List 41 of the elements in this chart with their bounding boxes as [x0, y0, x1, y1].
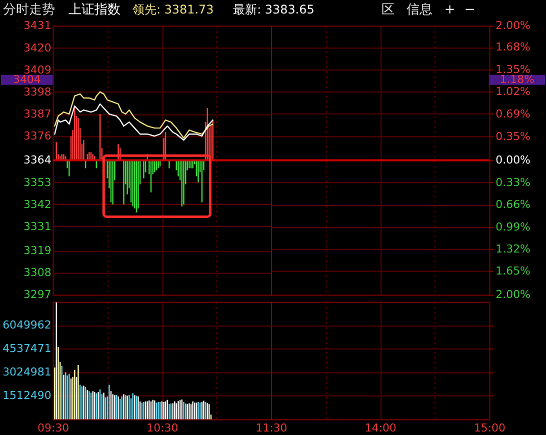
y-tick-label: 3331: [23, 220, 52, 233]
y-tick-label: 4537471: [2, 342, 52, 356]
y-tick-label: 0.69%: [496, 107, 530, 120]
y-tick-label: 3431: [23, 19, 52, 32]
text: 领先: 3381.73: [132, 2, 214, 17]
y-tick-label: 3420: [23, 41, 52, 54]
text: 最新: 3383.65: [233, 2, 314, 17]
y-tick-label: 1.65%: [496, 264, 530, 278]
text: −: [464, 2, 476, 18]
y-tick-label: 3376: [23, 130, 52, 143]
y-tick-label: 3319: [23, 244, 52, 258]
text: 信息: [406, 2, 433, 18]
y-tick-label: 0.00%: [496, 154, 530, 167]
y-tick-label: 0.66%: [496, 198, 530, 212]
y-tick-label: 3353: [23, 176, 52, 189]
x-tick-label: 10:30: [146, 422, 178, 435]
y-tick-label: 3297: [23, 288, 52, 302]
y-tick-label: 6049962: [2, 318, 52, 332]
y-tick-label: 3398: [23, 85, 52, 98]
y-tick-label: 0.35%: [496, 130, 530, 144]
y-tick-label: 2.00%: [496, 19, 530, 32]
y-tick-label: 3024981: [2, 366, 52, 379]
y-tick-label: 3342: [23, 198, 52, 211]
y-tick-label: 3387: [23, 108, 52, 121]
y-tick-label: 0.99%: [496, 220, 530, 234]
text: +: [444, 2, 456, 18]
text: 区: [382, 2, 395, 18]
x-tick-label: 14:00: [364, 422, 396, 435]
y-tick-label: 1512490: [2, 389, 52, 402]
x-tick-label: 11:30: [256, 422, 288, 435]
y-tick-label: 1.68%: [496, 40, 530, 54]
chart-subtitle: 上证指数: [68, 2, 121, 18]
y-tick-label: 2.00%: [496, 288, 530, 302]
y-tick-label: 3364: [23, 154, 52, 167]
chart-title: 分时走势: [2, 2, 55, 18]
y-tick-label: 3308: [23, 266, 52, 280]
x-tick-label: 15:00: [474, 422, 506, 435]
y-tick-label: 1.02%: [496, 85, 530, 98]
x-tick-label: 09:30: [38, 422, 70, 435]
y-tick-label: 0.33%: [496, 176, 530, 189]
y-tick-label: 1.32%: [496, 242, 530, 256]
